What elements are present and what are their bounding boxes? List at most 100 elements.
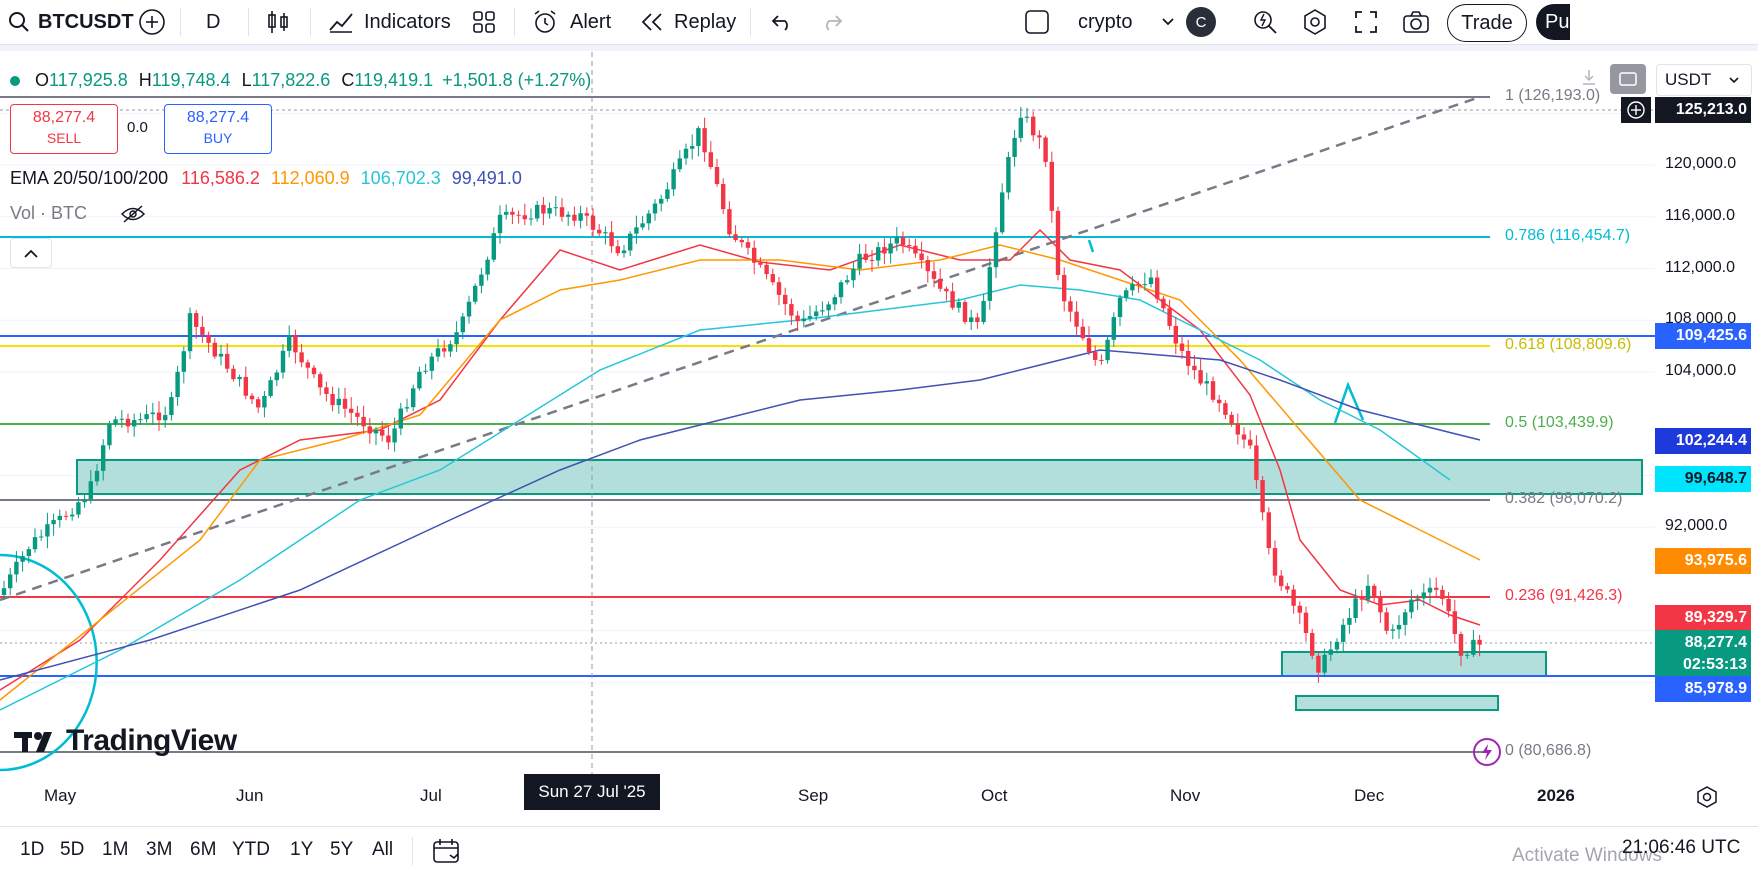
candle-body — [776, 282, 782, 295]
compare-button[interactable] — [138, 0, 166, 44]
candle-body — [1477, 639, 1482, 645]
replay-button[interactable]: Replay — [640, 0, 736, 44]
candle-body — [330, 393, 335, 406]
sell-button[interactable]: 88,277.4 SELL — [10, 104, 118, 154]
candle-body — [1117, 297, 1123, 318]
candle-body — [609, 232, 614, 247]
open-value: 117,925.8 — [49, 70, 128, 90]
range-ytd-button[interactable]: YTD — [232, 839, 270, 860]
candle-body — [578, 213, 583, 221]
candle-body — [107, 424, 112, 446]
symbol-search[interactable]: BTCUSDT — [8, 0, 134, 44]
range-6m-button[interactable]: 6M — [190, 839, 217, 860]
ema100-line — [0, 284, 1451, 711]
chart-settings-button[interactable] — [1695, 785, 1719, 814]
price-chart[interactable] — [0, 52, 1758, 832]
range-1m-button[interactable]: 1M — [102, 839, 129, 860]
ema-legend[interactable]: EMA 20/50/100/200 116,586.2 112,060.9 10… — [10, 168, 522, 189]
candle-body — [119, 418, 124, 420]
candle-body — [987, 267, 992, 301]
redo-button[interactable] — [820, 0, 844, 44]
candle-body — [553, 207, 558, 209]
close-value: 119,419.1 — [354, 70, 434, 90]
candle-body — [411, 388, 416, 408]
close-label: C — [341, 70, 355, 90]
candle-body — [1322, 654, 1327, 673]
publish-button[interactable]: Pu — [1536, 4, 1570, 40]
range-5d-button[interactable]: 5D — [60, 839, 85, 860]
candle-body — [1359, 598, 1364, 600]
support-zone — [76, 459, 1643, 495]
price-tick: 120,000.0 — [1665, 155, 1737, 173]
candle-body — [671, 169, 676, 190]
time-tick: Oct — [981, 786, 1008, 805]
range-3m-button[interactable]: 3M — [146, 839, 173, 860]
candle-body — [63, 515, 69, 517]
indicators-button[interactable]: Indicators — [328, 0, 451, 44]
volume-legend[interactable]: Vol · BTC — [10, 203, 146, 224]
scale-icon — [1618, 71, 1638, 87]
user-avatar[interactable]: C — [1186, 0, 1216, 44]
range-1y-button[interactable]: 1Y — [290, 839, 314, 860]
alert-marker[interactable] — [1473, 738, 1501, 766]
tradingview-logo-icon — [14, 728, 62, 754]
undo-button[interactable] — [770, 0, 794, 44]
candles — [1, 106, 1482, 683]
trade-button[interactable]: Trade — [1447, 4, 1527, 42]
candle-body — [1446, 598, 1451, 612]
grid-icon — [472, 10, 496, 34]
collapse-legend-button[interactable] — [10, 238, 52, 268]
price-label: 93,975.6 — [1655, 548, 1751, 574]
range-5y-button[interactable]: 5Y — [330, 839, 354, 860]
candle-body — [1248, 439, 1253, 446]
auto-scale-button[interactable] — [1610, 64, 1646, 94]
candle-body — [876, 247, 881, 261]
candle-body — [1328, 649, 1333, 655]
eye-hidden-icon[interactable] — [120, 205, 146, 223]
layout-name-button[interactable]: crypto — [1078, 0, 1175, 44]
candle-body — [1347, 618, 1352, 625]
candle-body — [683, 148, 689, 159]
go-to-date-button[interactable] — [432, 837, 462, 870]
candle-body — [144, 414, 149, 420]
candle-body — [1341, 624, 1346, 642]
settings-button[interactable] — [1302, 0, 1328, 44]
candle-body — [1303, 612, 1309, 633]
range-1d-button[interactable]: 1D — [20, 839, 45, 860]
candle-body — [1068, 301, 1073, 312]
add-level-button[interactable] — [1621, 97, 1651, 123]
candle-body — [1210, 381, 1216, 400]
tradingview-watermark[interactable]: TradingView — [14, 724, 237, 758]
fullscreen-button[interactable] — [1354, 0, 1378, 44]
candle-body — [801, 318, 806, 322]
candle-body — [510, 211, 515, 215]
candle-body — [541, 204, 546, 214]
templates-button[interactable] — [472, 0, 496, 44]
divider — [310, 8, 311, 36]
range-all-button[interactable]: All — [372, 839, 394, 860]
candle-body — [218, 353, 224, 357]
interval-button[interactable]: D — [206, 10, 221, 33]
clock[interactable]: 21:06:46 UTC — [1622, 837, 1741, 858]
lightning-search-icon — [1252, 9, 1278, 35]
candle-body — [1136, 283, 1141, 285]
candle-body — [454, 332, 459, 345]
candle-body — [1372, 585, 1377, 597]
ema200-line — [0, 349, 1481, 681]
alert-button[interactable]: Alert — [532, 0, 611, 44]
snapshot-button[interactable] — [1402, 0, 1430, 44]
quick-search-button[interactable] — [1252, 0, 1278, 44]
candle-body — [1465, 654, 1470, 656]
watermark-text: TradingView — [66, 724, 237, 757]
currency-selector[interactable]: USDT — [1656, 64, 1752, 96]
candle-body — [26, 549, 31, 557]
scroll-to-latest-icon[interactable] — [1580, 68, 1598, 91]
gear-icon — [1695, 785, 1719, 809]
candle-body — [1254, 445, 1259, 481]
buy-button[interactable]: 88,277.4 BUY — [164, 104, 272, 154]
chart-type-button[interactable] — [266, 0, 290, 44]
candle-body — [832, 297, 837, 305]
candle-body — [206, 334, 211, 343]
candle-body — [869, 259, 875, 261]
layout-square-button[interactable] — [1024, 0, 1050, 44]
